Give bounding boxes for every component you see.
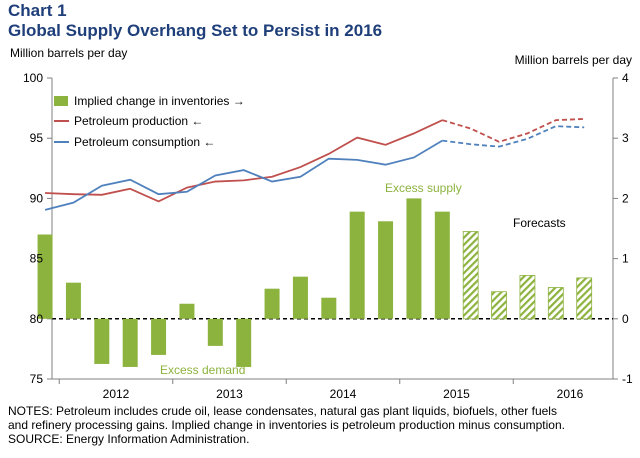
- chart-plot: 75 80 85 90 95 100 -1 0 1 2 3 4 2012 2013 2014 2015 2016…: [23, 71, 633, 400]
- y-right-tick-label: 4: [622, 71, 629, 85]
- inventory-bar: [406, 198, 422, 319]
- inventory-bar: [264, 288, 280, 319]
- y-right-tick-label: 0: [622, 312, 629, 326]
- y-right-tick-label: 2: [622, 191, 629, 205]
- inventory-bar: [378, 221, 394, 319]
- inventory-bar: [576, 277, 593, 320]
- y-left-tick-label: 95: [30, 131, 44, 145]
- inventory-bar: [292, 276, 308, 319]
- notes: NOTES: Petroleum includes crude oil, lea…: [8, 404, 634, 446]
- chart-title: Global Supply Overhang Set to Persist in…: [8, 21, 383, 40]
- production-forecast-line: [442, 118, 585, 143]
- forecasts-label: Forecasts: [513, 216, 566, 230]
- legend-label-inventories: Implied change in inventories →: [74, 94, 245, 108]
- y-left-tick-label: 90: [30, 191, 44, 205]
- consumption-line: [44, 139, 443, 211]
- inventory-bar: [547, 287, 564, 320]
- inventory-bar: [519, 275, 536, 320]
- x-tick-label: 2012: [103, 387, 130, 400]
- inventory-bar: [37, 234, 53, 319]
- inventory-bar: [321, 297, 337, 319]
- legend-label-production: Petroleum production ←: [74, 114, 203, 128]
- x-tick-label: 2013: [216, 387, 243, 400]
- production-line: [45, 119, 443, 203]
- consumption-forecast-line: [442, 125, 585, 148]
- chart-label: Chart 1: [8, 1, 67, 20]
- inventory-bar: [434, 211, 450, 319]
- inventory-bar: [349, 211, 365, 319]
- inventory-bar: [151, 318, 167, 355]
- legend-label-consumption: Petroleum consumption ←: [74, 135, 215, 149]
- inventory-bar: [179, 303, 195, 319]
- excess-demand-label: Excess demand: [160, 363, 245, 377]
- inventory-bar: [236, 318, 252, 367]
- y-right-axis-label: Million barrels per day: [514, 53, 632, 67]
- y-right-tick-label: 1: [622, 252, 629, 266]
- inventory-bar: [94, 318, 110, 364]
- inventory-bar: [122, 318, 138, 367]
- notes-line-2: and refinery processing gains. Implied c…: [8, 418, 565, 432]
- notes-line-1: NOTES: Petroleum includes crude oil, lea…: [8, 404, 557, 418]
- inventory-bar: [207, 318, 223, 346]
- x-tick-label: 2016: [557, 387, 584, 400]
- excess-supply-label: Excess supply: [385, 181, 462, 195]
- inventory-bar: [491, 291, 507, 320]
- x-tick-label: 2015: [443, 387, 470, 400]
- y-left-axis-label: Million barrels per day: [10, 46, 128, 60]
- y-right-tick-label: -1: [622, 372, 633, 386]
- y-left-tick-label: 75: [30, 372, 44, 386]
- inventory-bar: [462, 231, 479, 320]
- source-line: SOURCE: Energy Information Administratio…: [8, 432, 250, 446]
- y-left-tick-label: 80: [30, 312, 44, 326]
- y-right-tick-label: 3: [622, 131, 629, 145]
- legend-swatch-inventories: [54, 96, 68, 106]
- inventory-bar: [65, 282, 81, 319]
- x-tick-label: 2014: [330, 387, 357, 400]
- y-left-tick-label: 85: [30, 252, 44, 266]
- y-left-tick-label: 100: [23, 71, 43, 85]
